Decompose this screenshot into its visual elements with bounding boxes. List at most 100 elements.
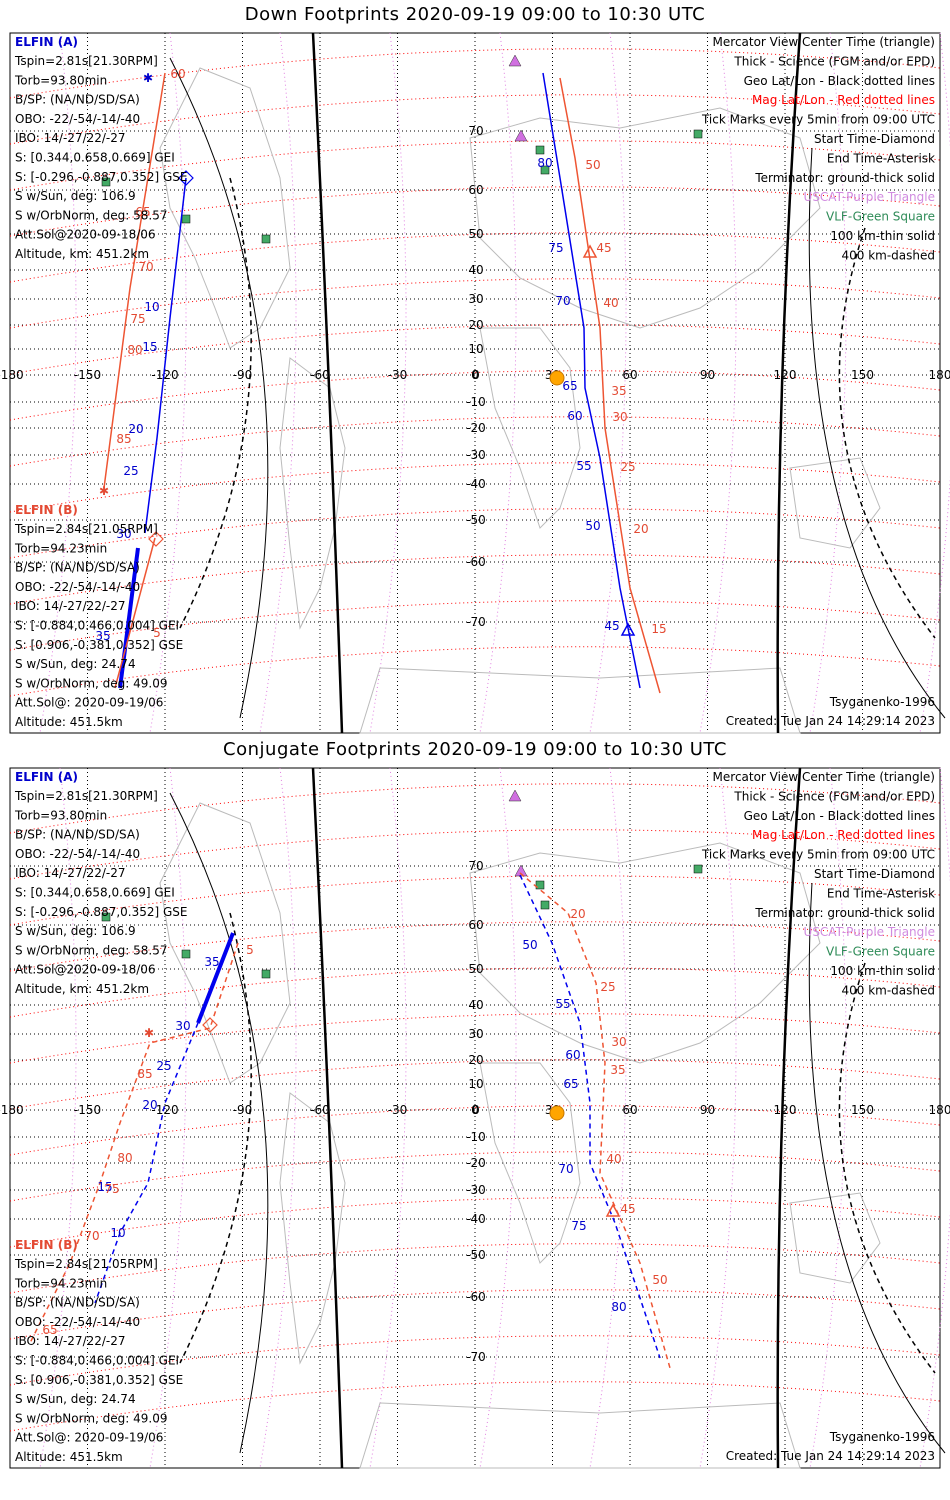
coast-shape: [359, 667, 801, 734]
end-asterisk-b: ✱: [99, 484, 109, 498]
terminator-ground-east: [776, 767, 802, 1469]
terminator-400km-east: [838, 962, 936, 1374]
elfin-a-tick-label: 75: [548, 241, 563, 255]
lat-tick-label: -60: [466, 555, 486, 569]
elfin-a-info-line: Torb=93.80min: [14, 73, 107, 87]
legend-item: End Time-Asterisk: [827, 151, 935, 165]
lon-tick-label: -120: [151, 1103, 178, 1117]
elfin-b-info-line: B/SP: (NA/ND/SD/SA): [15, 561, 140, 575]
elfin-a-tick-label: 70: [555, 294, 570, 308]
lat-tick-label: -30: [466, 1183, 486, 1197]
coast-shape: [789, 457, 881, 549]
elfin-b-info-line: Tspin=2.84s[21.05RPM]: [14, 1257, 158, 1271]
elfin-b-info-line: OBO: -22/-54/-14/-40: [15, 580, 140, 594]
elfin-b-info-line: Tspin=2.84s[21.05RPM]: [14, 522, 158, 536]
elfin-b-tick-label: 35: [611, 384, 626, 398]
lat-tick-label: -50: [466, 513, 486, 527]
elfin-a-tick-label: 70: [558, 1162, 573, 1176]
mag-grid: [9, 32, 950, 734]
elfin-b-tick-label: 40: [606, 1152, 621, 1166]
lon-tick-label: -180: [0, 368, 24, 382]
lat-tick-label: 30: [468, 292, 483, 306]
coast-shape: [789, 1192, 881, 1284]
mag-parallel: [9, 1289, 941, 1340]
mag-parallel: [9, 1059, 941, 1110]
lon-tick-label: 60: [622, 368, 637, 382]
lon-tick-label: 90: [700, 1103, 715, 1117]
legend-item: Terminator: ground-thick solid: [754, 171, 935, 185]
lon-tick-label: 150: [851, 1103, 874, 1117]
lat-tick-label: -50: [466, 1248, 486, 1262]
elfin-a-tick-label: 50: [585, 519, 600, 533]
lat-tick-label: 60: [468, 918, 483, 932]
mag-parallel: [9, 1335, 941, 1386]
lon-tick-label: -150: [74, 368, 101, 382]
elfin-a-info-line: Altitude, km: 451.2km: [15, 982, 149, 996]
elfin-a-info-line: Att.Sol@2020-09-18/06: [15, 228, 156, 242]
mag-parallel: [9, 1197, 941, 1248]
elfin-a-science-west: [196, 932, 235, 1024]
elfin-b-info-line: S: [0.906,-0.381,0.352] GSE: [15, 1373, 183, 1387]
vlf-square: [101, 177, 111, 187]
elfin-b-info-line: Torb=94.23min: [14, 541, 107, 555]
mag-meridian: [259, 767, 297, 1469]
legend-item: Mercator View Center Time (triangle): [713, 770, 935, 784]
lat-tick-label: -40: [466, 477, 486, 491]
mag-parallel: [9, 600, 941, 651]
elfin-a-tick-label: 30: [116, 527, 131, 541]
elfin-a-track-west: [94, 1022, 199, 1304]
created-label: Created: Tue Jan 24 14:29:14 2023: [726, 714, 935, 728]
model-label: Tsyganenko-1996: [829, 695, 935, 709]
elfin-a-tick-label: 30: [175, 1019, 190, 1033]
lat-tick-label: 30: [468, 1027, 483, 1041]
mag-parallel: [9, 232, 941, 283]
mag-parallel: [9, 1013, 941, 1064]
legend-item: Start Time-Diamond: [814, 867, 935, 881]
mag-parallel: [9, 921, 941, 972]
elfin-a-tick-label: 65: [562, 379, 577, 393]
coastlines: [159, 802, 881, 1469]
elfin-a-tick-label: 35: [204, 955, 219, 969]
terminator-400km-east: [838, 227, 936, 639]
lat-tick-label: -70: [466, 615, 486, 629]
elfin-a-tick-label: 80: [537, 156, 552, 170]
elfin-b-info-line: S w/Sun, deg: 24.74: [15, 657, 136, 671]
lat-tick-label: 10: [468, 342, 483, 356]
legend-item: End Time-Asterisk: [827, 886, 935, 900]
elfin-b-tick-label: 50: [585, 158, 600, 172]
lon-tick-label: 150: [851, 368, 874, 382]
vlf-square: [101, 912, 111, 922]
lat-tick-label: -10: [466, 395, 486, 409]
elfin-a-tick-label: 25: [123, 464, 138, 478]
elfin-b-track-west: [29, 942, 239, 1344]
vlf-square: [261, 234, 271, 244]
legend-item: Terminator: ground-thick solid: [754, 906, 935, 920]
elfin-b-tick-label: 45: [620, 1202, 635, 1216]
elfin-b-tick-label: 5: [153, 626, 161, 640]
mag-meridian: [369, 767, 407, 1469]
mag-parallel: [9, 186, 941, 237]
lat-tick-label: -20: [466, 421, 486, 435]
lon-tick-label: 120: [774, 368, 797, 382]
lat-tick-label: 40: [468, 998, 483, 1012]
vlf-square: [540, 900, 550, 910]
vlf-square: [535, 145, 545, 155]
sun-icon: [549, 1105, 565, 1121]
vlf-square: [261, 969, 271, 979]
created-label: Created: Tue Jan 24 14:29:14 2023: [726, 1449, 935, 1463]
view-center-triangle: [605, 1203, 621, 1217]
mag-parallel: [9, 1105, 941, 1156]
vlf-square: [181, 949, 191, 959]
end-asterisk: ✱: [144, 1026, 154, 1040]
elfin-a-info-line: Att.Sol@2020-09-18/06: [15, 963, 156, 977]
elfin-a-info: ELFIN (A) Tspin=2.81s[21.30RPM] Torb=93.80…: [14, 770, 188, 996]
elfin-b-tick-label: 5: [246, 943, 254, 957]
elfin-b-info: ELFIN (B) Tspin=2.84s[21.05RPM] Torb=94.23…: [14, 1238, 183, 1464]
elfin-a-tick-label: 10: [144, 300, 159, 314]
uscat-triangle: [508, 789, 522, 802]
elfin-b-info-line: S w/OrbNorm, deg: 49.09: [15, 1411, 167, 1425]
terminator-400km: [179, 177, 252, 629]
lon-tick-label: 0: [471, 1103, 479, 1117]
elfin-a-info-line: Tspin=2.81s[21.30RPM]: [14, 789, 158, 803]
start-diamond-a: [178, 170, 194, 186]
